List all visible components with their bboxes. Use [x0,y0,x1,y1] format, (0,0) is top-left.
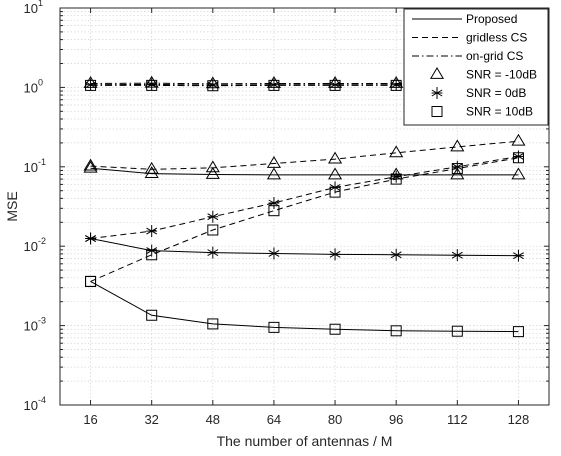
data-point-proposed-snr-10db-32 [146,309,158,321]
series-layer [83,75,526,338]
data-point-gridless-cs-snr-0db-48 [207,210,219,223]
data-point-proposed-snr-10db-96 [390,325,402,337]
data-point-gridless-cs-snr-10db-112 [451,163,463,175]
data-point-on-grid-cs-snr-0db-16 [85,78,97,91]
data-point-on-grid-cs-snr-10db-96 [390,79,402,91]
data-point-proposed-snr-0db-128 [512,249,524,262]
y-tick-label-exponent: -2 [38,236,46,246]
data-point-proposed-snr-10db-16 [83,160,98,173]
series-gridless-cs-snr-10db [83,133,526,174]
x-tick-label: 112 [447,412,468,427]
series-gridless-cs-snr-0db [85,150,524,245]
x-tick-label: 32 [144,412,158,427]
data-point-proposed-snr-10db-48 [205,167,220,179]
data-point-gridless-cs-snr-0db-64 [268,197,280,210]
series-line-proposed-snr-10db [90,167,519,176]
y-tick-label: 10 [24,160,38,175]
data-point-gridless-cs-snr-10db-48 [205,160,220,173]
data-point-proposed-snr-10db-128 [512,326,524,338]
data-point-gridless-cs-snr-0db-96 [390,170,402,183]
data-point-on-grid-cs-snr-10db-64 [268,79,280,91]
y-tick-label-exponent: 0 [38,77,43,87]
legend-label: SNR = 0dB [466,86,526,100]
x-tick-label: 128 [508,412,530,427]
y-tick-label: 10 [24,80,38,95]
series-line-on-grid-cs-snr-0db [90,83,519,86]
y-tick-label: 10 [24,1,38,16]
data-point-proposed-snr-10db-32 [144,166,159,179]
series-on-grid-cs-snr-10db [85,79,524,92]
data-point-proposed-snr-0db-64 [268,247,280,260]
legend-marker-square [431,106,443,117]
y-axis-label: MSE [4,191,20,221]
data-point-proposed-snr-10db-112 [451,325,463,337]
y-tick-label-exponent: -3 [38,316,46,326]
x-tick-label: 48 [206,412,220,427]
data-point-gridless-cs-snr-0db-128 [512,150,524,163]
data-point-gridless-cs-snr-0db-112 [451,160,463,173]
y-tick-label: 10 [24,239,38,254]
data-point-gridless-cs-snr-10db-128 [512,152,524,164]
legend-label: SNR = 10dB [466,105,533,119]
x-tick-label: 16 [83,412,97,427]
data-point-proposed-snr-0db-32 [146,244,158,257]
data-point-proposed-snr-10db-16 [85,275,97,287]
legend-marker-triangle [429,67,445,79]
y-tick-label: 10 [24,319,38,334]
data-point-proposed-snr-10db-64 [266,167,281,180]
data-point-proposed-snr-0db-16 [85,232,97,245]
data-point-on-grid-cs-snr-10db-16 [85,79,97,91]
data-point-gridless-cs-snr-10db-80 [328,151,343,164]
data-point-gridless-cs-snr-10db-128 [511,133,526,146]
legend-label: Proposed [466,12,517,26]
series-line-on-grid-cs-snr-10db [90,82,519,85]
data-point-gridless-cs-snr-10db-96 [390,173,402,185]
data-point-on-grid-cs-snr-10db-48 [207,80,219,92]
data-point-gridless-cs-snr-10db-32 [146,249,158,261]
data-point-proposed-snr-10db-64 [268,321,280,333]
data-point-on-grid-cs-snr-10db-32 [146,79,158,91]
data-point-gridless-cs-snr-10db-64 [268,205,280,217]
series-line-proposed-snr-10db [90,280,519,333]
data-point-proposed-snr-0db-48 [207,246,219,259]
series-proposed-snr-10db [85,275,524,338]
data-point-gridless-cs-snr-10db-80 [329,186,341,198]
series-line-proposed-snr-0db [90,238,519,257]
series-line-gridless-cs-snr-10db [90,140,519,170]
data-point-on-grid-cs-snr-10db-80 [329,79,341,91]
x-tick-label: 96 [389,412,403,427]
data-point-proposed-snr-10db-80 [328,167,343,180]
data-point-gridless-cs-snr-10db-16 [83,158,98,171]
data-point-proposed-snr-10db-80 [329,323,341,335]
data-point-gridless-cs-snr-10db-96 [389,145,404,158]
x-tick-label: 64 [267,412,281,427]
data-point-proposed-snr-0db-112 [451,249,463,262]
y-tick-label-exponent: -1 [38,157,46,167]
series-line-gridless-cs-snr-10db [90,157,519,282]
plot-frame [59,7,550,406]
legend: Proposed gridless CS on-grid CS SNR = -10dB… [403,8,549,126]
series-proposed-snr-0db [85,232,524,262]
y-tick-label: 10 [24,398,38,413]
legend-label: SNR = -10dB [466,68,537,82]
data-point-gridless-cs-snr-10db-48 [207,224,219,236]
data-point-gridless-cs-snr-10db-112 [450,139,465,152]
data-point-proposed-snr-10db-48 [207,318,219,330]
legend-marker-asterisk [431,87,443,99]
legend-box [403,8,549,126]
data-point-proposed-snr-0db-80 [329,248,341,261]
legend-label: gridless CS [466,31,527,45]
legend-label: on-grid CS [466,49,523,63]
series-line-gridless-cs-snr-0db [90,155,519,240]
data-point-proposed-snr-10db-128 [511,167,526,180]
data-point-gridless-cs-snr-0db-32 [146,225,158,238]
data-point-gridless-cs-snr-10db-64 [266,156,281,168]
x-axis-label: The number of antennas / M [217,433,393,449]
x-tick-label: 80 [328,412,342,427]
y-tick-label-exponent: 1 [38,0,43,8]
data-point-proposed-snr-0db-96 [390,248,402,261]
y-tick-label-exponent: -4 [38,395,46,405]
